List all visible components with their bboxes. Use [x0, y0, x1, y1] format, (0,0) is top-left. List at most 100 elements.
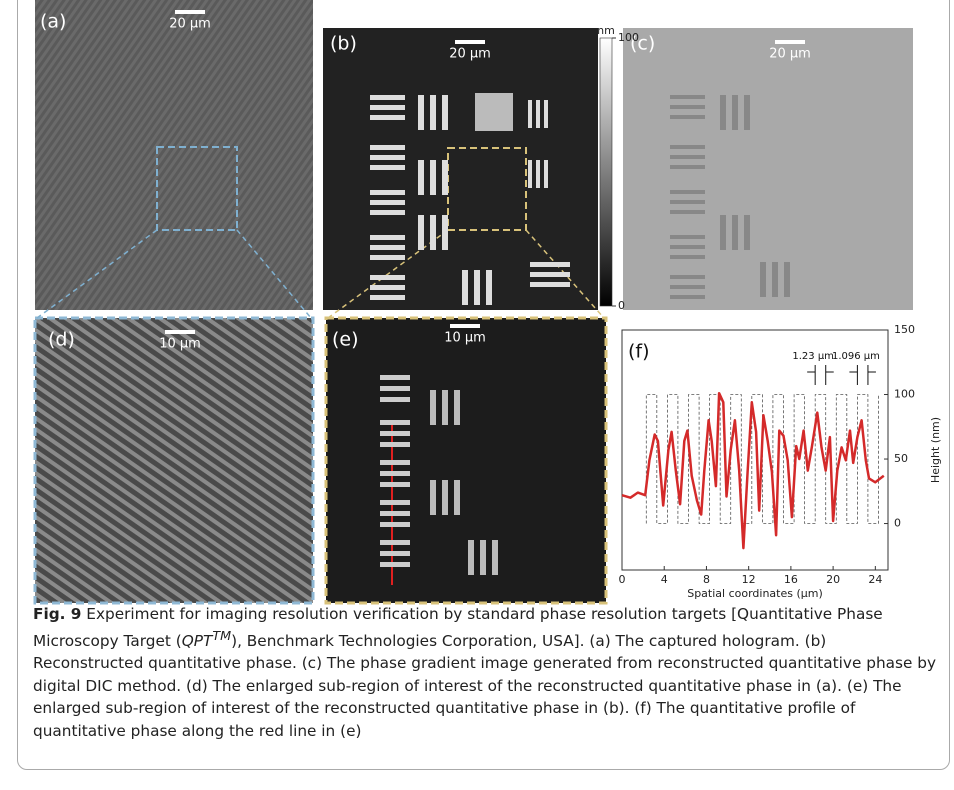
scale-bar: [175, 10, 205, 14]
target-bar: [370, 190, 405, 195]
target-bar: [670, 200, 705, 204]
target-bar: [442, 390, 448, 425]
target-bar: [544, 100, 548, 128]
target-bar: [670, 145, 705, 149]
target-bar: [380, 551, 410, 556]
scale-bar: [165, 330, 195, 334]
target-bar: [370, 275, 405, 280]
image-b: [323, 28, 598, 310]
target-bar: [454, 390, 460, 425]
target-bar: [370, 165, 405, 170]
target-bar: [670, 285, 705, 289]
target-bar: [418, 160, 424, 195]
panel-label: (d): [48, 329, 75, 351]
target-bar: [670, 295, 705, 299]
scale-bar-label: 20 µm: [169, 17, 211, 32]
target-bar: [530, 262, 570, 267]
target-bar: [720, 95, 726, 130]
image-a: [35, 0, 313, 310]
target-bar: [670, 155, 705, 159]
target-bar: [430, 215, 436, 250]
figure: (a)20 µm(b)20 µm(c)20 µm(d)10 µm(e)10 µm…: [0, 0, 954, 605]
colorbar-unit: nm: [597, 24, 615, 37]
panel-label: (e): [332, 329, 359, 351]
target-bar: [430, 390, 436, 425]
target-bar: [380, 397, 410, 402]
colorbar: [600, 38, 612, 306]
annotation: 1.23 µm: [792, 351, 834, 362]
colorbar-tick-label: 100: [618, 31, 639, 44]
target-bar: [380, 442, 410, 447]
target-bar: [530, 282, 570, 287]
caption-label: Fig. 9: [33, 605, 81, 623]
target-bar: [370, 295, 405, 300]
target-bar: [772, 262, 778, 297]
target-bar: [380, 562, 410, 567]
target-bar: [536, 100, 540, 128]
target-bar: [370, 255, 405, 260]
target-bar: [670, 165, 705, 169]
target-bar: [670, 190, 705, 194]
target-bar: [486, 270, 492, 305]
target-bar: [528, 160, 532, 188]
target-bar: [474, 270, 480, 305]
panel-label: (f): [628, 341, 650, 363]
target-bar: [732, 215, 738, 250]
caption-tm: TM: [212, 629, 231, 644]
target-bar: [544, 160, 548, 188]
target-bar: [528, 100, 532, 128]
target-bar: [468, 540, 474, 575]
x-tick-label: 12: [742, 573, 756, 586]
target-bar: [670, 235, 705, 239]
target-bar: [670, 95, 705, 99]
target-bar: [442, 95, 448, 130]
scale-bar: [775, 40, 805, 44]
target-bar: [370, 115, 405, 120]
x-tick-label: 4: [661, 573, 668, 586]
target-bar: [430, 160, 436, 195]
target-bar: [370, 235, 405, 240]
scale-bar: [455, 40, 485, 44]
page: {"panels": { "a": {"label": "(a)", "scal…: [0, 0, 954, 790]
caption: Fig. 9 Experiment for imaging resolution…: [33, 603, 938, 742]
x-tick-label: 8: [703, 573, 710, 586]
target-bar: [380, 420, 410, 425]
y-axis-label: Height (nm): [929, 417, 942, 483]
target-bar: [442, 480, 448, 515]
target-bar: [380, 522, 410, 527]
x-tick-label: 0: [619, 573, 626, 586]
target-bar: [370, 105, 405, 110]
target-bar: [370, 155, 405, 160]
target-bar: [760, 262, 766, 297]
x-tick-label: 20: [826, 573, 840, 586]
image-d: [35, 318, 313, 603]
panel-label: (b): [330, 33, 357, 55]
scale-bar: [450, 324, 480, 328]
target-bar: [430, 480, 436, 515]
target-bar: [720, 215, 726, 250]
y-tick-label: 100: [894, 388, 915, 401]
target-bar: [454, 480, 460, 515]
target-bar: [380, 540, 410, 545]
target-bar: [370, 245, 405, 250]
target-bar: [380, 375, 410, 380]
target-bar: [670, 210, 705, 214]
target-bar: [670, 245, 705, 249]
target-bar: [380, 482, 410, 487]
y-tick-label: 50: [894, 452, 908, 465]
target-bar: [380, 386, 410, 391]
target-bar: [380, 431, 410, 436]
target-bar: [418, 95, 424, 130]
target-bar: [430, 95, 436, 130]
target-bar: [784, 262, 790, 297]
y-tick-label: 150: [894, 323, 915, 336]
target-bar: [536, 160, 540, 188]
target-bar: [380, 511, 410, 516]
target-bar: [370, 285, 405, 290]
target-bar: [670, 255, 705, 259]
target-bar: [380, 500, 410, 505]
image-e: [326, 318, 606, 603]
target-bar: [480, 540, 486, 575]
target-bar: [370, 200, 405, 205]
target-bar: [492, 540, 498, 575]
